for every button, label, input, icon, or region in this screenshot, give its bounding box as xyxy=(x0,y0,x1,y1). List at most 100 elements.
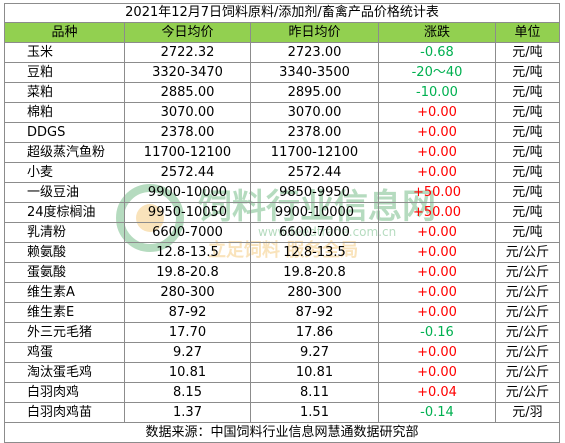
table-row: 一级豆油 9900-10000 9850-9950 +50.00 元/吨 xyxy=(4,182,560,203)
cell-unit: 元/公斤 xyxy=(495,322,560,343)
cell-change: +0.00 xyxy=(378,342,496,363)
table-row: 淘汰蛋毛鸡 10.81 10.81 +0.00 元/公斤 xyxy=(4,362,560,383)
header-variety: 品种 xyxy=(4,22,125,43)
cell-unit: 元/吨 xyxy=(495,222,560,243)
cell-unit: 元/吨 xyxy=(495,182,560,203)
cell-change: -20～40 xyxy=(378,62,496,83)
table-row: 赖氨酸 12.8-13.5 12.8-13.5 +0.00 元/公斤 xyxy=(4,242,560,263)
cell-today-price: 87-92 xyxy=(124,302,251,323)
cell-variety: 白羽肉鸡 xyxy=(4,382,125,403)
cell-variety: DDGS xyxy=(4,122,125,143)
cell-change: -10.00 xyxy=(378,82,496,103)
cell-variety: 鸡蛋 xyxy=(4,342,125,363)
cell-yesterday-price: 87-92 xyxy=(250,302,379,323)
cell-variety: 24度棕榈油 xyxy=(4,202,125,223)
cell-unit: 元/公斤 xyxy=(495,342,560,363)
cell-today-price: 17.70 xyxy=(124,322,251,343)
table-row: 维生素E 87-92 87-92 +0.00 元/公斤 xyxy=(4,302,560,323)
cell-variety: 乳清粉 xyxy=(4,222,125,243)
cell-unit: 元/公斤 xyxy=(495,382,560,403)
cell-change: +0.00 xyxy=(378,242,496,263)
cell-unit: 元/吨 xyxy=(495,162,560,183)
cell-today-price: 9.27 xyxy=(124,342,251,363)
table-title: 2021年12月7日饲料原料/添加剂/畜禽产品价格统计表 xyxy=(4,3,560,23)
table-row: 蛋氨酸 19.8-20.8 19.8-20.8 +0.00 元/公斤 xyxy=(4,262,560,283)
cell-change: +0.00 xyxy=(378,302,496,323)
cell-unit: 元/公斤 xyxy=(495,242,560,263)
cell-today-price: 8.15 xyxy=(124,382,251,403)
cell-today-price: 3070.00 xyxy=(124,102,251,123)
cell-today-price: 2722.32 xyxy=(124,42,251,63)
table-row: DDGS 2378.00 2378.00 +0.00 元/吨 xyxy=(4,122,560,143)
cell-today-price: 6600-7000 xyxy=(124,222,251,243)
cell-today-price: 10.81 xyxy=(124,362,251,383)
cell-today-price: 19.8-20.8 xyxy=(124,262,251,283)
cell-change: +0.00 xyxy=(378,362,496,383)
table-row: 超级蒸汽鱼粉 11700-12100 11700-12100 +0.00 元/吨 xyxy=(4,142,560,163)
cell-yesterday-price: 1.51 xyxy=(250,402,379,423)
cell-yesterday-price: 10.81 xyxy=(250,362,379,383)
cell-change: -0.14 xyxy=(378,402,496,423)
cell-today-price: 2572.44 xyxy=(124,162,251,183)
table-row: 豆粕 3320-3470 3340-3500 -20～40 元/吨 xyxy=(4,62,560,83)
cell-change: -0.16 xyxy=(378,322,496,343)
cell-today-price: 12.8-13.5 xyxy=(124,242,251,263)
cell-today-price: 3320-3470 xyxy=(124,62,251,83)
cell-yesterday-price: 6600-7000 xyxy=(250,222,379,243)
header-unit: 单位 xyxy=(495,22,560,43)
cell-yesterday-price: 280-300 xyxy=(250,282,379,303)
cell-variety: 外三元毛猪 xyxy=(4,322,125,343)
cell-unit: 元/羽 xyxy=(495,402,560,423)
table-row: 外三元毛猪 17.70 17.86 -0.16 元/公斤 xyxy=(4,322,560,343)
cell-variety: 超级蒸汽鱼粉 xyxy=(4,142,125,163)
table-row: 鸡蛋 9.27 9.27 +0.00 元/公斤 xyxy=(4,342,560,363)
cell-yesterday-price: 8.11 xyxy=(250,382,379,403)
cell-yesterday-price: 9850-9950 xyxy=(250,182,379,203)
cell-yesterday-price: 2572.44 xyxy=(250,162,379,183)
cell-variety: 玉米 xyxy=(4,42,125,63)
cell-variety: 菜粕 xyxy=(4,82,125,103)
table-title-row: 2021年12月7日饲料原料/添加剂/畜禽产品价格统计表 xyxy=(4,3,560,23)
cell-today-price: 1.37 xyxy=(124,402,251,423)
table-row: 棉粕 3070.00 3070.00 +0.00 元/吨 xyxy=(4,102,560,123)
cell-unit: 元/吨 xyxy=(495,42,560,63)
cell-change: +0.00 xyxy=(378,222,496,243)
cell-yesterday-price: 2895.00 xyxy=(250,82,379,103)
table-row: 白羽肉鸡苗 1.37 1.51 -0.14 元/羽 xyxy=(4,402,560,423)
table-body: 玉米 2722.32 2723.00 -0.68 元/吨 豆粕 3320-3470 3340-… xyxy=(4,42,560,423)
cell-unit: 元/吨 xyxy=(495,82,560,103)
cell-unit: 元/公斤 xyxy=(495,282,560,303)
cell-change: +0.00 xyxy=(378,102,496,123)
cell-today-price: 11700-12100 xyxy=(124,142,251,163)
table-row: 玉米 2722.32 2723.00 -0.68 元/吨 xyxy=(4,42,560,63)
header-change: 涨跌 xyxy=(378,22,496,43)
cell-today-price: 9950-10050 xyxy=(124,202,251,223)
table-header-row: 品种 今日均价 昨日均价 涨跌 单位 xyxy=(4,22,560,43)
cell-change: +0.00 xyxy=(378,262,496,283)
cell-today-price: 280-300 xyxy=(124,282,251,303)
cell-unit: 元/吨 xyxy=(495,202,560,223)
cell-yesterday-price: 3340-3500 xyxy=(250,62,379,83)
table-row: 白羽肉鸡 8.15 8.11 +0.04 元/公斤 xyxy=(4,382,560,403)
cell-variety: 棉粕 xyxy=(4,102,125,123)
cell-unit: 元/吨 xyxy=(495,62,560,83)
cell-yesterday-price: 2723.00 xyxy=(250,42,379,63)
cell-yesterday-price: 12.8-13.5 xyxy=(250,242,379,263)
header-yesterday-price: 昨日均价 xyxy=(250,22,379,43)
cell-change: +0.00 xyxy=(378,142,496,163)
cell-change: +50.00 xyxy=(378,182,496,203)
cell-change: +50.00 xyxy=(378,202,496,223)
cell-yesterday-price: 2378.00 xyxy=(250,122,379,143)
cell-variety: 一级豆油 xyxy=(4,182,125,203)
table-row: 24度棕榈油 9950-10050 9900-10000 +50.00 元/吨 xyxy=(4,202,560,223)
cell-yesterday-price: 19.8-20.8 xyxy=(250,262,379,283)
cell-variety: 淘汰蛋毛鸡 xyxy=(4,362,125,383)
cell-today-price: 2885.00 xyxy=(124,82,251,103)
cell-variety: 赖氨酸 xyxy=(4,242,125,263)
cell-unit: 元/吨 xyxy=(495,102,560,123)
cell-yesterday-price: 3070.00 xyxy=(250,102,379,123)
cell-unit: 元/吨 xyxy=(495,142,560,163)
cell-change: -0.68 xyxy=(378,42,496,63)
source-row: 数据来源：中国饲料行业信息网慧通数据研究部 xyxy=(4,422,560,443)
cell-unit: 元/公斤 xyxy=(495,302,560,323)
